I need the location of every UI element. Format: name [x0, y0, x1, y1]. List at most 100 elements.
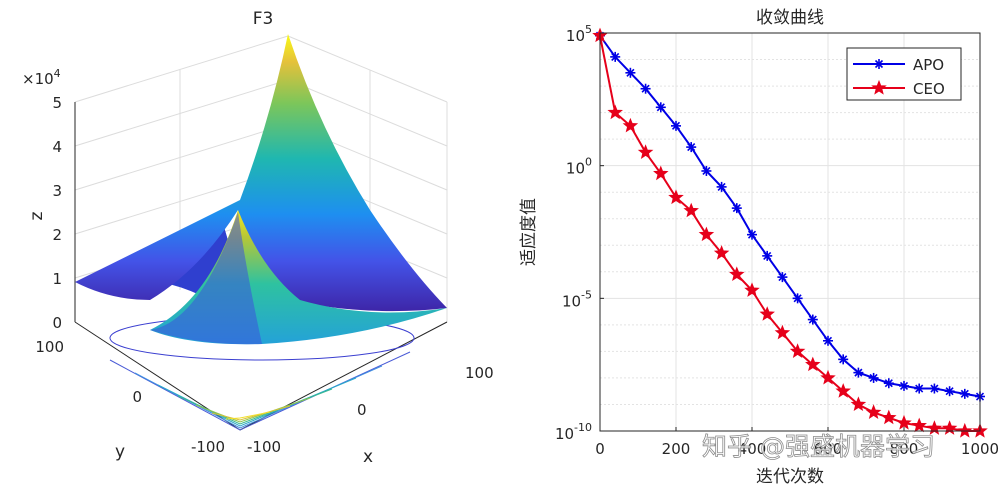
data-point-ceo [881, 409, 897, 425]
data-point-ceo [653, 165, 669, 181]
data-point-apo [792, 293, 803, 304]
star-shape [698, 226, 715, 242]
asterisk-stroke [763, 251, 772, 260]
surface-back [75, 34, 447, 312]
data-point-apo [853, 367, 864, 378]
x-tick-label: 0 [357, 401, 367, 419]
y-tick-label: 100 [35, 338, 64, 356]
data-point-apo [671, 120, 681, 131]
asterisk-stroke [702, 166, 711, 176]
asterisk-stroke [611, 52, 620, 61]
asterisk-stroke [747, 230, 757, 239]
star-shape [668, 189, 684, 205]
data-point-ceo [820, 369, 836, 385]
data-point-ceo [865, 404, 882, 420]
asterisk-stroke [793, 294, 802, 303]
legend-marker-ceo [871, 79, 887, 95]
star-shape [744, 282, 760, 297]
data-point-ceo [637, 144, 654, 159]
x-tick-label: 400 [738, 440, 767, 458]
data-point-apo [807, 314, 818, 325]
star-shape [653, 165, 669, 181]
data-point-apo [944, 386, 955, 397]
star-shape [805, 356, 821, 372]
star-shape [865, 404, 882, 420]
data-point-apo [883, 378, 894, 389]
data-point-ceo [805, 356, 821, 372]
star-shape [896, 414, 912, 430]
asterisk-stroke [626, 68, 635, 77]
star-shape [637, 144, 654, 159]
watermark: 知乎 @强盛机器学习 [702, 432, 935, 461]
data-point-ceo [683, 202, 699, 218]
y-axis-label: 适应度值 [519, 198, 539, 266]
x-tick-label: 0 [595, 440, 605, 458]
z-tick-label: 0 [52, 314, 62, 332]
legend-marker-apo [874, 59, 884, 69]
asterisk-stroke [671, 121, 681, 130]
y-tick-label: 10-5 [562, 288, 592, 310]
x-tick-label: 100 [465, 364, 494, 382]
data-point-ceo [774, 324, 791, 340]
convergence-series [592, 27, 988, 438]
data-point-ceo [957, 422, 973, 438]
asterisk-stroke [915, 384, 924, 393]
data-point-apo [777, 272, 788, 283]
data-point-apo [610, 51, 621, 62]
star-shape [759, 306, 775, 321]
legend-label-apo: APO [913, 56, 944, 74]
legend: APO CEO [846, 47, 962, 101]
data-point-apo [716, 181, 727, 192]
data-point-apo [747, 229, 757, 240]
z-tick-label: 5 [52, 94, 62, 112]
star-shape [683, 202, 699, 218]
z-exponent: 4 [54, 67, 61, 80]
star-shape [820, 369, 836, 385]
star-shape [713, 245, 730, 260]
star-shape [850, 396, 867, 411]
x-axis-label: x [363, 447, 373, 467]
data-point-ceo [835, 383, 851, 398]
data-point-apo [959, 388, 970, 399]
data-point-ceo [759, 306, 775, 321]
data-point-apo [838, 354, 849, 365]
data-point-ceo [668, 189, 684, 205]
asterisk-stroke [884, 379, 893, 388]
y-tick-label: -100 [191, 438, 225, 456]
asterisk-stroke [732, 204, 741, 213]
legend-label-ceo: CEO [913, 80, 945, 98]
star-shape [835, 383, 851, 398]
asterisk-stroke [930, 384, 939, 393]
asterisk-stroke [778, 273, 787, 282]
data-point-apo [686, 142, 697, 153]
asterisk-stroke [960, 389, 969, 398]
data-point-ceo [607, 104, 623, 120]
z-axis-ticks: 5 4 3 2 1 0 [52, 94, 62, 332]
asterisk-stroke [687, 143, 696, 152]
data-point-ceo [850, 396, 867, 411]
data-point-apo [701, 165, 712, 176]
data-point-ceo [789, 343, 806, 358]
data-point-apo [640, 83, 651, 94]
asterisk-stroke [899, 381, 909, 390]
surface-front-shade [150, 212, 262, 345]
data-point-ceo [911, 417, 927, 433]
convergence-plot: 收敛曲线 0 200 400 600 800 1000 105 100 10-5 10-10 适应… [519, 8, 999, 486]
x-tick-label: 200 [662, 440, 691, 458]
star-shape [957, 422, 973, 438]
asterisk-stroke [945, 387, 954, 396]
data-point-apo [868, 372, 879, 383]
star-shape [911, 417, 927, 433]
data-point-ceo [896, 414, 912, 430]
asterisk-stroke [874, 59, 884, 69]
data-point-ceo [744, 282, 760, 297]
asterisk-stroke [641, 84, 650, 93]
z-tick-label: 2 [52, 226, 62, 244]
data-point-apo [929, 383, 940, 394]
star-shape [729, 266, 745, 281]
y-tick-label: 105 [566, 23, 592, 45]
star-shape [774, 324, 791, 340]
convergence-title: 收敛曲线 [756, 8, 824, 28]
surface-plot: F3 [22, 9, 494, 467]
